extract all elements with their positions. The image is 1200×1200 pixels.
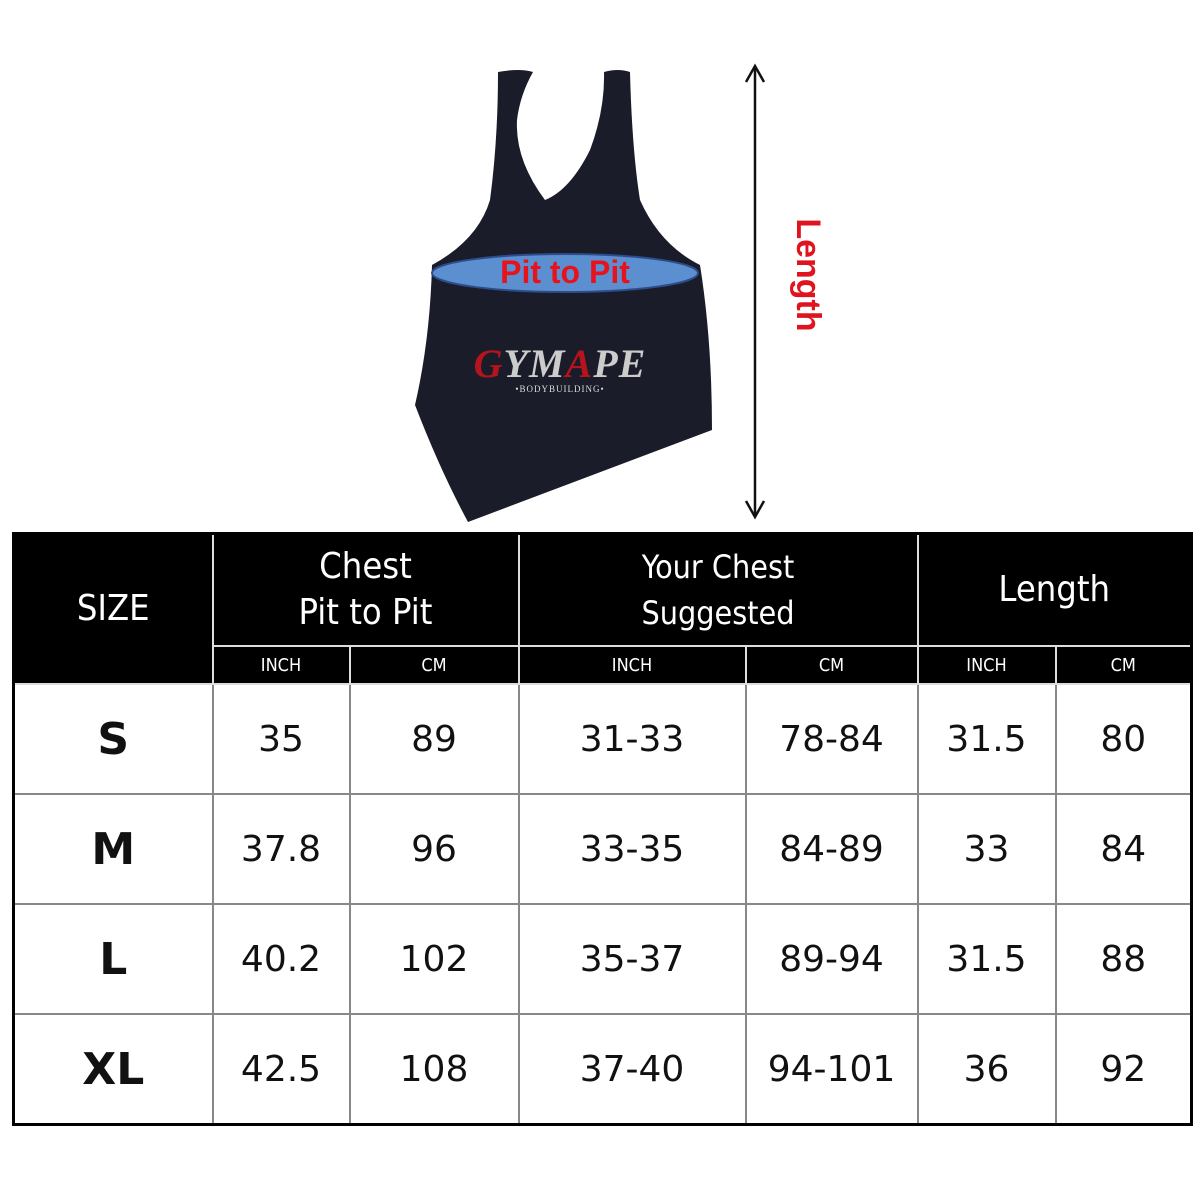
length-label: Length [789,218,827,332]
tank-top-image [415,63,766,522]
size-table: SIZE Chest Pit to Pit Your Chest Suggested… [12,532,1193,1126]
cell-sug-cm: 94-101 [744,1013,919,1126]
cell-chest-inch: 37.8 [211,793,351,905]
pit-to-pit-ellipse [431,253,699,293]
cell-len-cm: 92 [1054,1013,1193,1126]
tank-top-shape [415,70,712,522]
cell-chest-cm: 89 [348,683,520,795]
unit-header: INCH [517,646,747,685]
cell-size: S [12,683,214,795]
header-size: SIZE [12,533,214,685]
unit-header: INCH [916,646,1057,685]
header-length: Length [916,533,1193,647]
cell-sug-inch: 31-33 [517,683,747,795]
table-row: S 35 89 31-33 78-84 31.5 80 [12,683,1193,795]
cell-sug-inch: 33-35 [517,793,747,905]
unit-header: CM [348,646,520,685]
cell-sug-cm: 89-94 [744,903,919,1015]
brand-logo: GYMAPE [473,341,647,386]
cell-chest-inch: 42.5 [211,1013,351,1126]
cell-len-inch: 36 [916,1013,1057,1126]
unit-header: INCH [211,646,351,685]
cell-len-inch: 31.5 [916,903,1057,1015]
length-arrow [744,63,766,520]
cell-len-inch: 33 [916,793,1057,905]
cell-len-inch: 31.5 [916,683,1057,795]
table-row: M 37.8 96 33-35 84-89 33 84 [12,793,1193,905]
unit-header: CM [1054,646,1193,685]
cell-sug-cm: 78-84 [744,683,919,795]
table-row: XL 42.5 108 37-40 94-101 36 92 [12,1013,1193,1126]
table-row: L 40.2 102 35-37 89-94 31.5 88 [12,903,1193,1015]
cell-size: M [12,793,214,905]
cell-size: L [12,903,214,1015]
cell-chest-inch: 40.2 [211,903,351,1015]
cell-sug-inch: 37-40 [517,1013,747,1126]
pit-to-pit-label: Pit to Pit [500,254,630,290]
cell-sug-cm: 84-89 [744,793,919,905]
brand-subtitle: •BODYBUILDING• [515,384,605,394]
cell-len-cm: 84 [1054,793,1193,905]
header-suggested: Your Chest Suggested [517,533,919,647]
cell-sug-inch: 35-37 [517,903,747,1015]
unit-header: CM [744,646,919,685]
cell-chest-cm: 96 [348,793,520,905]
cell-len-cm: 88 [1054,903,1193,1015]
header-chest: Chest Pit to Pit [211,533,520,647]
cell-chest-inch: 35 [211,683,351,795]
cell-size: XL [12,1013,214,1126]
cell-chest-cm: 108 [348,1013,520,1126]
cell-len-cm: 80 [1054,683,1193,795]
cell-chest-cm: 102 [348,903,520,1015]
